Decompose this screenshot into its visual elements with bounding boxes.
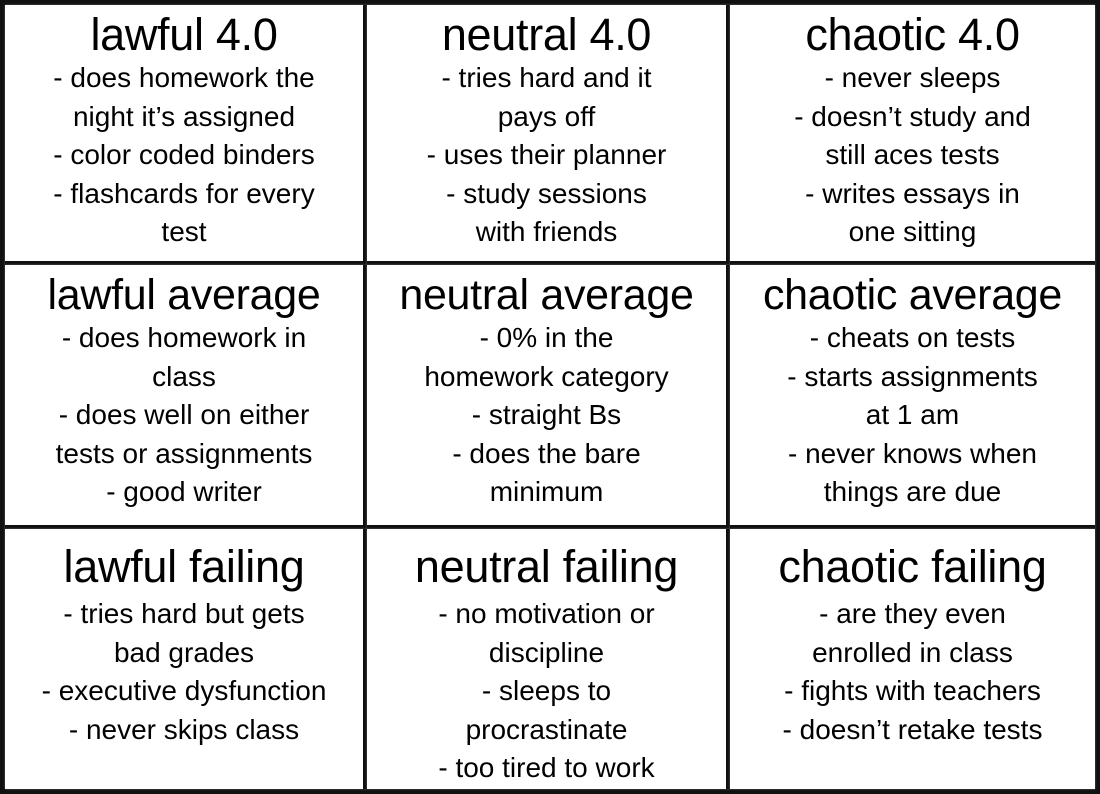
- trait-line: - too tired to work: [438, 752, 655, 783]
- trait-line: minimum: [489, 476, 604, 507]
- trait-line: one sitting: [848, 216, 977, 247]
- trait-line: bad grades: [113, 636, 255, 668]
- trait-line: homework category: [424, 360, 669, 392]
- trait-line: - study sessions: [446, 177, 647, 209]
- trait-line: - good writer: [106, 476, 262, 507]
- trait-line: night it’s assigned: [72, 100, 296, 132]
- trait-line: - never skips class: [68, 713, 300, 745]
- trait-line: - does homework in: [61, 322, 307, 353]
- cell-traits: - 0% in the homework category - straight B…: [367, 319, 726, 512]
- trait-line: test: [161, 216, 207, 247]
- cell-traits: - does homework the night it’s assigned - …: [5, 59, 363, 252]
- cell-title: lawful average: [47, 271, 321, 319]
- cell-traits: - are they even enrolled in class - fights…: [730, 595, 1095, 749]
- trait-line: - fights with teachers: [784, 675, 1041, 706]
- cell-title: neutral failing: [414, 541, 679, 592]
- trait-line: - are they even: [819, 598, 1006, 629]
- trait-line: - executive dysfunction: [41, 675, 327, 706]
- trait-line: still aces tests: [825, 139, 1000, 170]
- cell-traits: - no motivation or discipline - sleeps to p…: [367, 595, 726, 788]
- trait-line: procrastinate: [465, 713, 628, 745]
- trait-line: - tries hard but gets: [63, 598, 305, 629]
- chart-cell-lawful-4-0: lawful 4.0- does homework the night it’s …: [5, 5, 367, 265]
- trait-line: - writes essays in: [805, 177, 1020, 209]
- cell-traits: - never sleeps - doesn’t study and still a…: [730, 59, 1095, 252]
- chart-cell-chaotic-4-0: chaotic 4.0- never sleeps - doesn’t study…: [730, 5, 1095, 265]
- trait-line: - uses their planner: [426, 139, 667, 170]
- cell-traits: - cheats on tests - starts assignments at …: [730, 319, 1095, 512]
- trait-line: - no motivation or: [438, 598, 655, 629]
- cell-title: neutral 4.0: [441, 9, 652, 60]
- trait-line: - does homework the: [53, 62, 315, 93]
- trait-line: - 0% in the: [479, 322, 614, 353]
- trait-line: - doesn’t study and: [794, 100, 1031, 132]
- chart-cell-chaotic-failing: chaotic failing - are they even enrolled i…: [730, 529, 1095, 789]
- trait-line: - color coded binders: [53, 139, 315, 170]
- cell-title: chaotic average: [762, 271, 1063, 319]
- cell-traits: - does homework in class - does well on ei…: [5, 319, 363, 512]
- trait-line: - starts assignments: [787, 360, 1038, 392]
- cell-title: chaotic 4.0: [805, 9, 1020, 60]
- cell-title: lawful 4.0: [90, 9, 278, 60]
- chart-cell-lawful-average: lawful average - does homework in class - d…: [5, 265, 367, 529]
- trait-line: pays off: [497, 100, 596, 132]
- trait-line: with friends: [475, 216, 618, 247]
- trait-line: discipline: [488, 636, 605, 668]
- trait-line: - does well on either: [58, 399, 310, 430]
- trait-line: class: [152, 360, 216, 392]
- chart-cell-chaotic-average: chaotic average - cheats on tests - starts…: [730, 265, 1095, 529]
- trait-line: - straight Bs: [471, 399, 622, 430]
- trait-line: things are due: [823, 476, 1002, 507]
- trait-line: - cheats on tests: [809, 322, 1016, 353]
- chart-cell-neutral-failing: neutral failing - no motivation or discipl…: [367, 529, 730, 789]
- trait-line: - never sleeps: [824, 62, 1001, 93]
- chart-cell-lawful-failing: lawful failing - tries hard but gets bad g…: [5, 529, 367, 789]
- trait-line: tests or assignments: [55, 437, 313, 469]
- trait-line: - flashcards for every: [53, 177, 315, 209]
- cell-title: chaotic failing: [778, 541, 1047, 592]
- chart-cell-neutral-4-0: neutral 4.0- tries hard and it pays off - …: [367, 5, 730, 265]
- trait-line: - never knows when: [787, 437, 1037, 469]
- trait-line: at 1 am: [865, 399, 960, 430]
- trait-line: - sleeps to: [481, 675, 612, 706]
- trait-line: enrolled in class: [812, 636, 1013, 668]
- cell-title: lawful failing: [63, 541, 305, 592]
- trait-line: - does the bare: [452, 437, 641, 469]
- trait-line: - doesn’t retake tests: [782, 713, 1043, 745]
- cell-title: neutral average: [399, 271, 694, 319]
- cell-traits: - tries hard and it pays off - uses their …: [367, 59, 726, 252]
- cell-traits: - tries hard but gets bad grades - executi…: [5, 595, 363, 749]
- trait-line: - tries hard and it: [441, 62, 652, 93]
- chart-cell-neutral-average: neutral average - 0% in the homework categ…: [367, 265, 730, 529]
